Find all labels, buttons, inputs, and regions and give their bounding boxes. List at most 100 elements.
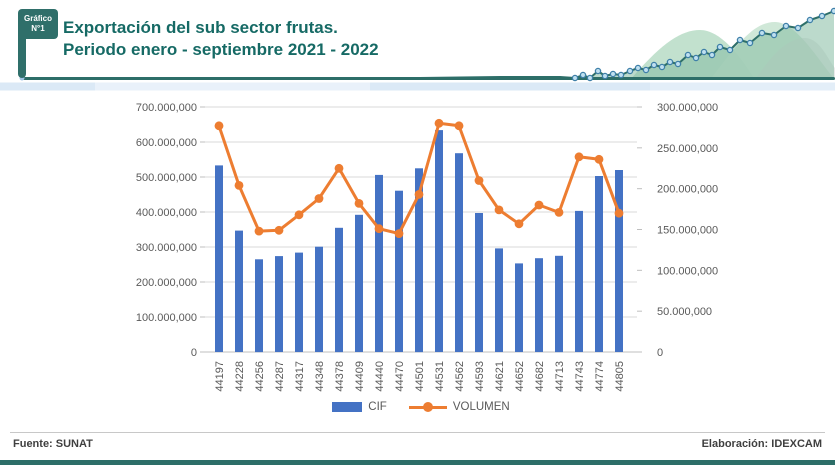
combo-chart: 0 100.000,000 200.000,000 300.000,000 400.00… <box>136 102 718 392</box>
volumen-point-44287 <box>274 225 284 235</box>
volumen-line-swatch <box>408 402 447 412</box>
badge-stem-decoration <box>18 20 26 78</box>
cif-bar-44743 <box>575 210 583 352</box>
cif-bar-44774 <box>595 176 603 352</box>
volumen-point-44713 <box>554 208 564 217</box>
volumen-point-44228 <box>234 181 244 190</box>
cif-bar-44409 <box>355 214 363 352</box>
volumen-point-44652 <box>514 219 524 229</box>
x-axis-label-44378: 44378 <box>334 361 346 392</box>
cif-bar-44256 <box>255 259 263 353</box>
volumen-point-44743 <box>574 152 584 162</box>
volumen-point-44197 <box>214 121 224 131</box>
volumen-point-44378 <box>334 163 344 173</box>
chart-number-badge: Gráfico N°1 <box>18 9 58 39</box>
cif-bar-swatch <box>332 402 363 412</box>
legend-item-cif: CIF <box>332 401 387 413</box>
left-axis-label: 400.000,000 <box>136 207 197 219</box>
x-axis-label-44743: 44743 <box>574 361 586 392</box>
footer-divider <box>10 432 825 433</box>
volumen-point-44593 <box>474 176 484 185</box>
legend-label-cif: CIF <box>368 401 387 413</box>
volumen-point-44348 <box>314 194 324 203</box>
footer: Fuente: SUNAT Elaboración: IDEXCAM <box>13 438 822 450</box>
cif-bar-44562 <box>455 153 463 352</box>
cif-bar-44621 <box>495 248 503 352</box>
x-axis-label-44228: 44228 <box>234 361 246 392</box>
right-axis-label: 250.000,000 <box>657 143 718 155</box>
volumen-point-44501 <box>414 190 424 199</box>
x-axis-label-44531: 44531 <box>434 361 446 392</box>
page-title: Exportación del sub sector frutas. Perio… <box>63 17 379 62</box>
left-axis-label: 200.000,000 <box>136 277 197 289</box>
cif-bar-44348 <box>315 246 323 352</box>
volumen-line-group <box>214 118 624 239</box>
volumen-marker-icon <box>422 402 433 412</box>
left-axis-label: 700.000,000 <box>136 102 197 114</box>
x-axis-label-44593: 44593 <box>474 361 486 392</box>
cif-bar-44805 <box>615 170 623 352</box>
chart-legend: CIF VOLUMEN <box>205 401 637 413</box>
volumen-point-44256 <box>254 226 264 236</box>
volumen-point-44409 <box>354 199 364 208</box>
x-axis-label-44501: 44501 <box>414 361 426 392</box>
right-axis-label: 50.000,000 <box>657 306 712 318</box>
x-axis-label-44409: 44409 <box>354 361 366 392</box>
x-axis-label-44562: 44562 <box>454 361 466 392</box>
volumen-point-44440 <box>374 224 384 234</box>
legend-item-volumen: VOLUMEN <box>408 401 510 413</box>
x-axis-label-44621: 44621 <box>494 361 506 392</box>
x-axis-label-44774: 44774 <box>594 361 606 392</box>
right-axis-label: 200.000,000 <box>657 184 718 196</box>
left-axis-label: 300.000,000 <box>136 242 197 254</box>
x-axis-label-44470: 44470 <box>394 361 406 392</box>
badge-line1: Gráfico <box>23 14 52 23</box>
cif-bar-44593 <box>475 213 483 352</box>
cif-bar-44682 <box>535 258 543 352</box>
left-axis-label: 500.000,000 <box>136 172 197 184</box>
y-axis-right: 0 50.000,000 100.000,000 150.000,000 200.000… <box>637 102 718 359</box>
cif-bar-44197 <box>215 165 223 352</box>
x-axis-label-44682: 44682 <box>534 361 546 392</box>
bottom-accent-bar <box>0 460 835 465</box>
legend-label-volumen: VOLUMEN <box>452 401 510 413</box>
volumen-point-44562 <box>454 121 464 131</box>
volumen-point-44805 <box>614 208 624 218</box>
cif-bar-44228 <box>235 230 243 352</box>
right-axis-label: 100.000,000 <box>657 265 718 277</box>
volumen-point-44531 <box>434 118 444 128</box>
cif-bar-44501 <box>415 168 423 353</box>
cif-bars-group <box>215 130 623 353</box>
volumen-point-44774 <box>594 154 604 164</box>
elaboration-credit: Elaboración: IDEXCAM <box>701 438 822 450</box>
volumen-point-44470 <box>394 229 404 239</box>
right-axis-label: 300.000,000 <box>657 102 718 114</box>
title-line2: Periodo enero - septiembre 2021 - 2022 <box>63 40 379 60</box>
volumen-point-44621 <box>494 205 504 215</box>
cif-bar-44287 <box>275 256 283 352</box>
x-axis-label-44256: 44256 <box>254 361 266 392</box>
left-axis-label: 100.000,000 <box>136 312 197 324</box>
cif-bar-44652 <box>515 263 523 352</box>
volumen-point-44317 <box>294 210 304 220</box>
badge-line2: N°1 <box>31 24 45 33</box>
x-axis-label-44348: 44348 <box>314 361 326 392</box>
x-axis-label-44440: 44440 <box>374 361 386 392</box>
x-axis-label-44652: 44652 <box>514 361 526 392</box>
x-axis: 44197 44228 44256 44287 44317 44348 44378 44409… <box>214 361 626 392</box>
decorative-sparkline <box>0 7 835 91</box>
cif-bar-44470 <box>395 190 403 352</box>
x-axis-label-44317: 44317 <box>294 361 306 392</box>
x-axis-label-44805: 44805 <box>614 361 626 392</box>
cif-bar-44440 <box>375 174 383 352</box>
cif-bar-44713 <box>555 255 563 353</box>
x-axis-label-44197: 44197 <box>214 361 226 392</box>
right-axis-label: 0 <box>657 347 663 359</box>
x-axis-label-44287: 44287 <box>274 361 286 392</box>
x-axis-label-44713: 44713 <box>554 361 566 392</box>
cif-bar-44378 <box>335 227 343 353</box>
left-axis-label: 600.000,000 <box>136 137 197 149</box>
right-axis-label: 150.000,000 <box>657 225 718 237</box>
cif-bar-44531 <box>435 130 443 352</box>
